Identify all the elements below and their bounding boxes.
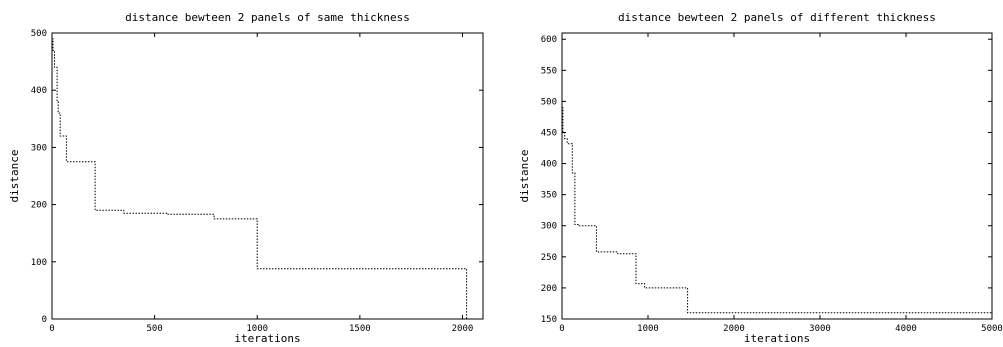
- y-tick-label: 250: [541, 253, 557, 263]
- x-tick-label: 500: [146, 324, 162, 334]
- y-tick-label: 500: [31, 29, 47, 39]
- x-tick-label: 5000: [981, 324, 1003, 334]
- y-tick-label: 150: [541, 315, 557, 325]
- y-tick-label: 200: [541, 284, 557, 294]
- plot-frame: [51, 32, 484, 320]
- chart-same-thickness: distance bewteen 2 panels of same thickn…: [8, 11, 484, 345]
- y-tick-label: 300: [31, 143, 47, 153]
- x-tick-label: 1000: [637, 324, 659, 334]
- x-tick-label: 4000: [895, 324, 917, 334]
- chart-title: distance bewteen 2 panels of same thickn…: [125, 11, 410, 24]
- x-tick-label: 0: [559, 324, 564, 334]
- y-tick-label: 0: [42, 315, 47, 325]
- x-tick-label: 1500: [349, 324, 371, 334]
- x-tick-label: 2000: [452, 324, 474, 334]
- series-line: [562, 107, 992, 314]
- y-tick-label: 200: [31, 201, 47, 211]
- chart-different-thickness: distance bewteen 2 panels of different t…: [518, 11, 1003, 345]
- y-tick-label: 550: [541, 66, 557, 76]
- y-tick-label: 600: [541, 35, 557, 45]
- x-tick-label: 2000: [723, 324, 745, 334]
- y-tick-label: 500: [541, 97, 557, 107]
- y-tick-label: 450: [541, 128, 557, 138]
- y-tick-label: 100: [31, 258, 47, 268]
- x-tick-label: 1000: [246, 324, 268, 334]
- x-axis-label: iterations: [744, 332, 810, 345]
- plot-frame: [561, 32, 993, 320]
- x-tick-label: 3000: [809, 324, 831, 334]
- y-tick-label: 400: [541, 160, 557, 170]
- x-tick-label: 0: [49, 324, 54, 334]
- y-axis-label: distance: [518, 150, 531, 203]
- y-axis-label: distance: [8, 150, 21, 203]
- x-axis-label: iterations: [234, 332, 300, 345]
- series-line: [52, 38, 468, 319]
- y-tick-label: 400: [31, 86, 47, 96]
- y-tick-label: 350: [541, 191, 557, 201]
- y-tick-label: 300: [541, 222, 557, 232]
- chart-title: distance bewteen 2 panels of different t…: [618, 11, 936, 24]
